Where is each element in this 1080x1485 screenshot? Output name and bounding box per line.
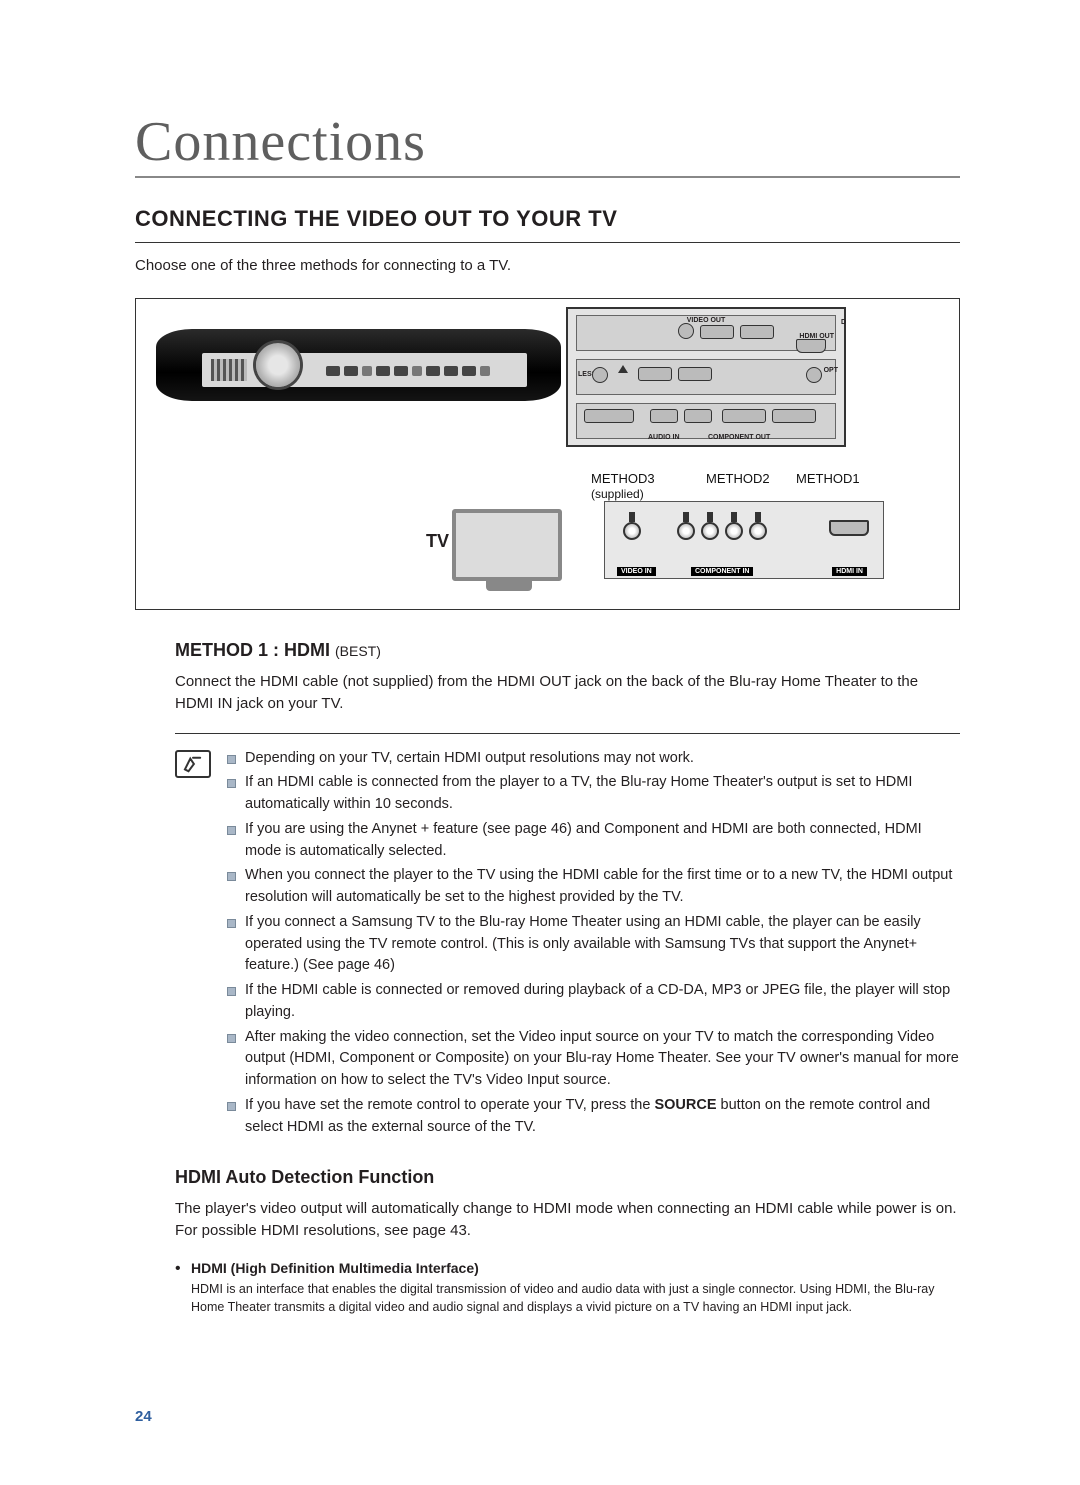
- chapter-title: Connections: [135, 110, 960, 178]
- label-component-out: COMPONENT OUT: [708, 434, 770, 441]
- note-item: If an HDMI cable is connected from the p…: [227, 772, 960, 816]
- divider: [175, 733, 960, 734]
- label-opt: OPT: [824, 367, 838, 374]
- note-item: When you connect the player to the TV us…: [227, 865, 960, 909]
- connection-diagram: VIDEO OUT HDMI OUT D LESS OPT AUDIO IN C…: [135, 298, 960, 610]
- label-video-out: VIDEO OUT: [687, 317, 726, 324]
- label-audio-in: AUDIO IN: [648, 434, 680, 441]
- note-item: If you are using the Anynet + feature (s…: [227, 819, 960, 863]
- hdmi-def-desc: HDMI is an interface that enables the di…: [191, 1280, 960, 1316]
- label-video-in: VIDEO IN: [617, 567, 656, 576]
- tv-input-panel: VIDEO IN COMPONENT IN HDMI IN: [604, 501, 884, 579]
- hdmi-definition: HDMI (High Definition Multimedia Interfa…: [175, 1260, 960, 1316]
- note-item: Depending on your TV, certain HDMI outpu…: [227, 748, 960, 770]
- note-item: If you have set the remote control to op…: [227, 1095, 960, 1139]
- method3-label: METHOD3(supplied): [591, 471, 655, 501]
- notes-list: Depending on your TV, certain HDMI outpu…: [227, 748, 960, 1142]
- note-item: If the HDMI cable is connected or remove…: [227, 980, 960, 1024]
- method1-heading: METHOD 1 : HDMI (BEST): [175, 640, 960, 661]
- intro-text: Choose one of the three methods for conn…: [135, 257, 960, 274]
- method1-label: METHOD1: [796, 471, 860, 486]
- note-item: After making the video connection, set t…: [227, 1027, 960, 1092]
- rear-panel-zoom: VIDEO OUT HDMI OUT D LESS OPT AUDIO IN C…: [566, 307, 846, 447]
- section-heading: CONNECTING THE VIDEO OUT TO YOUR TV: [135, 206, 960, 243]
- label-hdmi-in: HDMI IN: [832, 567, 867, 576]
- cable-lines: [136, 299, 436, 449]
- auto-detect-body: The player's video output will automatic…: [175, 1198, 960, 1242]
- tv-label: TV: [426, 531, 449, 552]
- tv: TV: [426, 509, 581, 597]
- method1-body: Connect the HDMI cable (not supplied) fr…: [175, 671, 960, 715]
- hdmi-def-term: HDMI (High Definition Multimedia Interfa…: [191, 1260, 960, 1276]
- note-item: If you connect a Samsung TV to the Blu-r…: [227, 912, 960, 977]
- label-component-in: COMPONENT IN: [691, 567, 753, 576]
- page-number: 24: [135, 1408, 152, 1425]
- label-d: D: [841, 319, 846, 326]
- auto-detect-heading: HDMI Auto Detection Function: [175, 1167, 960, 1188]
- method2-label: METHOD2: [706, 471, 770, 486]
- note-icon: [175, 750, 211, 778]
